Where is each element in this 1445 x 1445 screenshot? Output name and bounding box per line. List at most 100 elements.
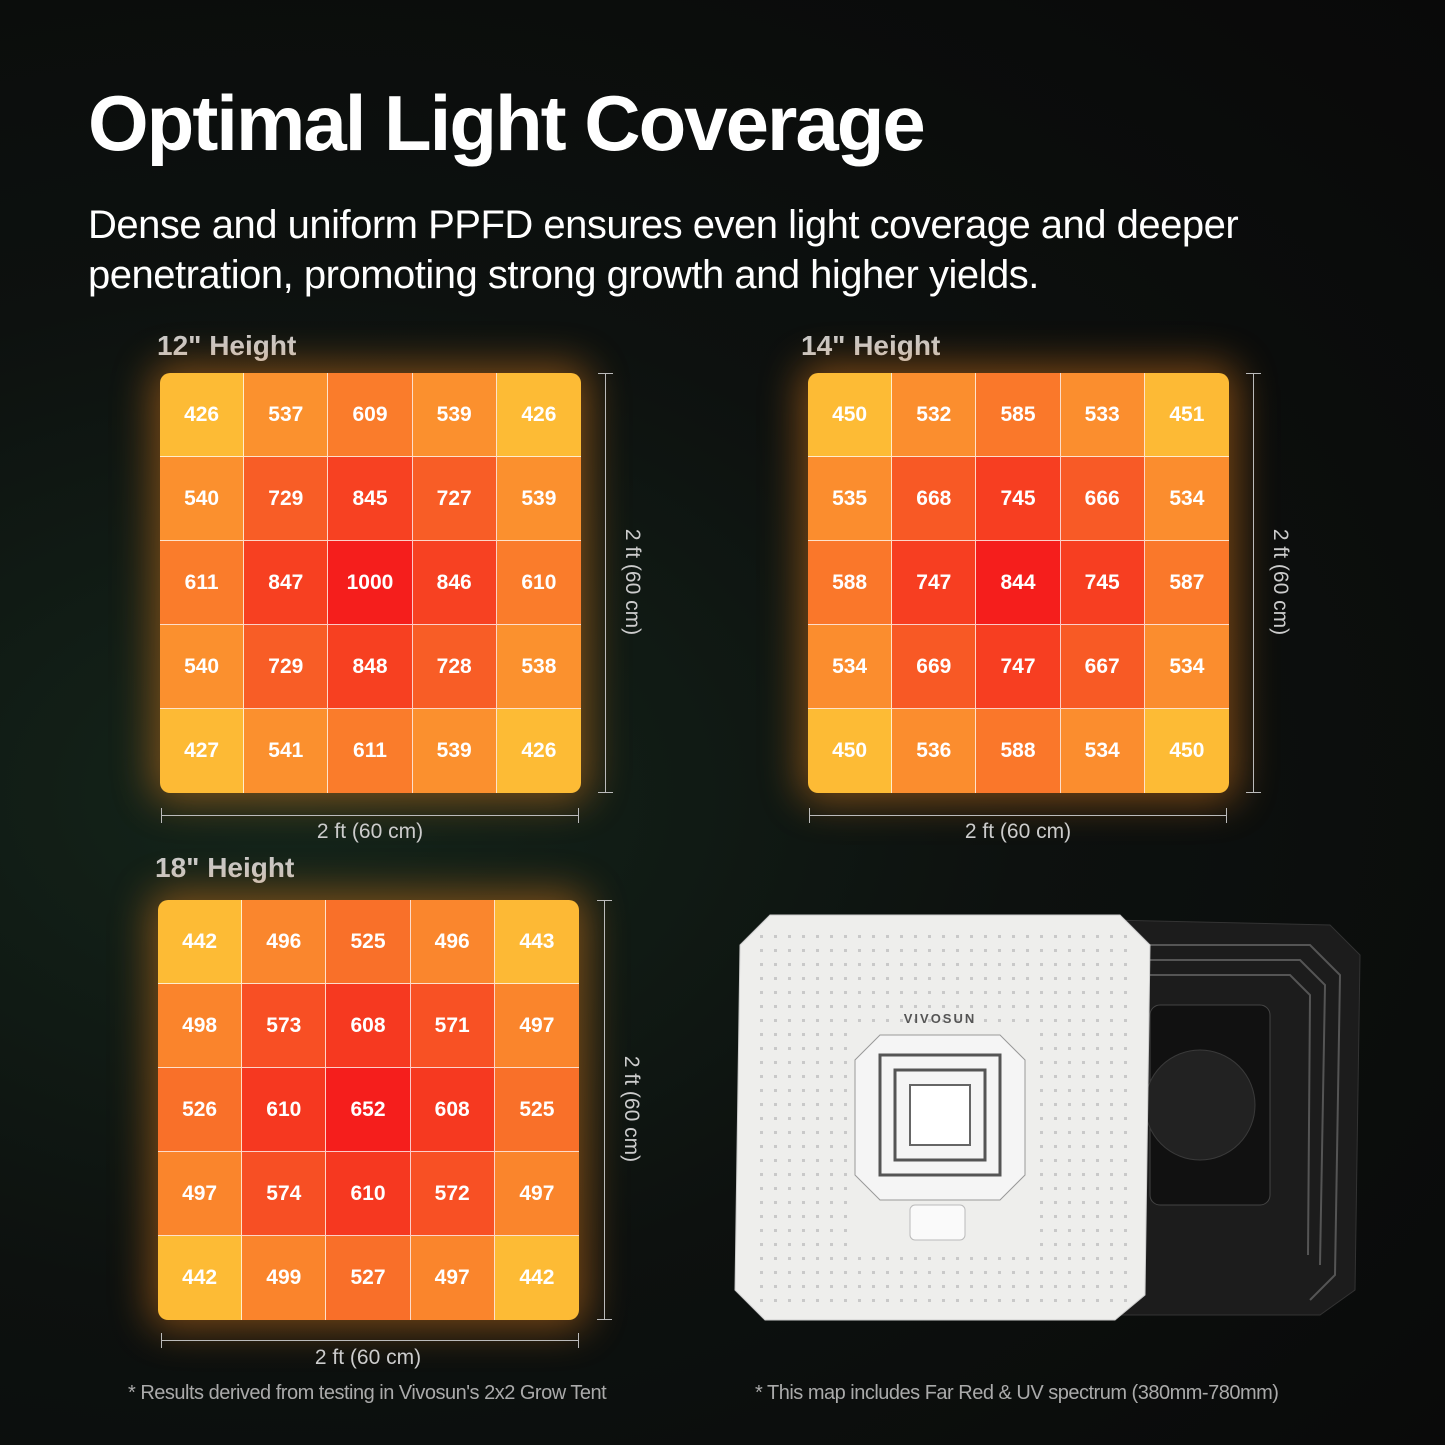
heatmap-cell: 745 bbox=[1060, 541, 1145, 625]
heatmap-cell: 846 bbox=[412, 541, 497, 625]
heatmap-cell: 534 bbox=[808, 625, 893, 709]
page-subtitle: Dense and uniform PPFD ensures even ligh… bbox=[88, 203, 1239, 297]
heatmap-cell: 540 bbox=[160, 457, 245, 541]
heatmap-cell: 442 bbox=[158, 900, 243, 984]
heatmap-cell: 539 bbox=[496, 457, 581, 541]
heatmap-cell: 610 bbox=[242, 1068, 327, 1152]
heatmap-cell: 608 bbox=[326, 984, 411, 1068]
heatmap-cell: 534 bbox=[1060, 709, 1145, 793]
heatmap-cell: 496 bbox=[242, 900, 327, 984]
heatmap-cell: 585 bbox=[976, 373, 1061, 457]
heatmap-cell: 442 bbox=[494, 1236, 579, 1320]
heatmap-cell: 496 bbox=[410, 900, 495, 984]
heatmap-cell: 535 bbox=[808, 457, 893, 541]
logo-badge bbox=[909, 1204, 966, 1241]
heatmap-cell: 450 bbox=[1144, 709, 1229, 793]
y-dimension-label: 2 ft (60 cm) bbox=[621, 528, 644, 636]
x-dimension-label: 2 ft (60 cm) bbox=[314, 1346, 422, 1369]
heatmap-cell: 668 bbox=[892, 457, 977, 541]
heatmap-cell: 611 bbox=[160, 541, 245, 625]
heatmap-cell: 728 bbox=[412, 625, 497, 709]
heatmap-cell: 426 bbox=[496, 709, 581, 793]
heatmap-cell: 574 bbox=[242, 1152, 327, 1236]
dimension-line-horizontal bbox=[809, 808, 1227, 823]
heatmap-cell: 526 bbox=[158, 1068, 243, 1152]
chart-title-12in: 12" Height bbox=[157, 330, 297, 361]
chart-title-14in: 14" Height bbox=[801, 330, 941, 361]
heatmap-cell: 538 bbox=[496, 625, 581, 709]
heatmap-cell: 727 bbox=[412, 457, 497, 541]
heatmap-cell: 729 bbox=[244, 625, 329, 709]
heatmap-cell: 573 bbox=[242, 984, 327, 1068]
heatmap-cell: 848 bbox=[328, 625, 413, 709]
heatmap-cell: 1000 bbox=[328, 541, 413, 625]
heatmap-cell: 747 bbox=[976, 625, 1061, 709]
x-dimension-label: 2 ft (60 cm) bbox=[964, 820, 1072, 843]
heatmap-cell: 539 bbox=[412, 373, 497, 457]
heatmap-cell: 442 bbox=[158, 1236, 243, 1320]
heatmap-cell: 611 bbox=[328, 709, 413, 793]
page-title: Optimal Light Coverage bbox=[88, 79, 926, 167]
heatmap-cell: 426 bbox=[496, 373, 581, 457]
heatmap-cell: 745 bbox=[976, 457, 1061, 541]
heatmap-cell: 572 bbox=[410, 1152, 495, 1236]
footnote-test: * Results derived from testing in Vivosu… bbox=[128, 1382, 607, 1404]
heatmap-cell: 534 bbox=[1144, 457, 1229, 541]
heatmap-cell: 536 bbox=[892, 709, 977, 793]
x-dimension-label: 2 ft (60 cm) bbox=[316, 820, 424, 843]
heatmap-cell: 497 bbox=[494, 984, 579, 1068]
heatmap-cell: 539 bbox=[412, 709, 497, 793]
brand-logo: VIVOSUN bbox=[904, 1011, 977, 1026]
heatmap-cell: 497 bbox=[494, 1152, 579, 1236]
heatmap-cell: 747 bbox=[892, 541, 977, 625]
heatmap-cell: 532 bbox=[892, 373, 977, 457]
heatmap-cell: 426 bbox=[160, 373, 245, 457]
heatmap-cell: 540 bbox=[160, 625, 245, 709]
heatmap-cell: 450 bbox=[808, 373, 893, 457]
heatmap-cell: 541 bbox=[244, 709, 329, 793]
heatmap-cell: 533 bbox=[1060, 373, 1145, 457]
heatmap-cell: 729 bbox=[244, 457, 329, 541]
heatmap-cell: 527 bbox=[326, 1236, 411, 1320]
heatmap-cell: 499 bbox=[242, 1236, 327, 1320]
heatmap-cell: 443 bbox=[494, 900, 579, 984]
heatmap-cell: 525 bbox=[494, 1068, 579, 1152]
heatmap-cell: 652 bbox=[326, 1068, 411, 1152]
heatmap-12in: 426 537 609 539 426 540 729 845 727 539 611 847 1000… bbox=[160, 373, 581, 793]
heatmap-cell: 451 bbox=[1144, 373, 1229, 457]
heatmap-cell: 844 bbox=[976, 541, 1061, 625]
dimension-line-horizontal bbox=[161, 808, 579, 823]
heatmap-cell: 571 bbox=[410, 984, 495, 1068]
y-dimension-label: 2 ft (60 cm) bbox=[620, 1055, 643, 1163]
footnote-spectrum: * This map includes Far Red & UV spectru… bbox=[755, 1382, 1279, 1404]
heatmap-cell: 610 bbox=[496, 541, 581, 625]
led-array bbox=[760, 935, 1127, 1302]
heatmap-cell: 666 bbox=[1060, 457, 1145, 541]
chart-title-18in: 18" Height bbox=[155, 852, 295, 883]
heatmap-cell: 497 bbox=[410, 1236, 495, 1320]
heatmap-cell: 667 bbox=[1060, 625, 1145, 709]
dimension-line-vertical bbox=[598, 373, 613, 793]
heatmap-cell: 588 bbox=[976, 709, 1061, 793]
dimension-line-horizontal bbox=[161, 1333, 579, 1348]
heatmap-cell: 609 bbox=[328, 373, 413, 457]
heatmap-cell: 845 bbox=[328, 457, 413, 541]
heatmap-cell: 588 bbox=[808, 541, 893, 625]
heatmap-cell: 534 bbox=[1144, 625, 1229, 709]
heatmap-cell: 497 bbox=[158, 1152, 243, 1236]
heatmap-cell: 498 bbox=[158, 984, 243, 1068]
dimension-line-vertical bbox=[597, 900, 612, 1320]
y-dimension-label: 2 ft (60 cm) bbox=[1269, 528, 1292, 636]
heatmap-cell: 847 bbox=[244, 541, 329, 625]
heatmap-14in: 450 532 585 533 451 535 668 745 666 534 588 747 844 7… bbox=[808, 373, 1229, 793]
heatmap-cell: 610 bbox=[326, 1152, 411, 1236]
heatmap-cell: 587 bbox=[1144, 541, 1229, 625]
dimension-line-vertical bbox=[1246, 373, 1261, 793]
heatmap-cell: 427 bbox=[160, 709, 245, 793]
heatmap-cell: 608 bbox=[410, 1068, 495, 1152]
heatmap-cell: 537 bbox=[244, 373, 329, 457]
heatmap-cell: 525 bbox=[326, 900, 411, 984]
heatmap-cell: 669 bbox=[892, 625, 977, 709]
heatmap-cell: 450 bbox=[808, 709, 893, 793]
heatmap-18in: 442 496 525 496 443 498 573 608 571 497 526 610 652 6… bbox=[158, 900, 579, 1320]
